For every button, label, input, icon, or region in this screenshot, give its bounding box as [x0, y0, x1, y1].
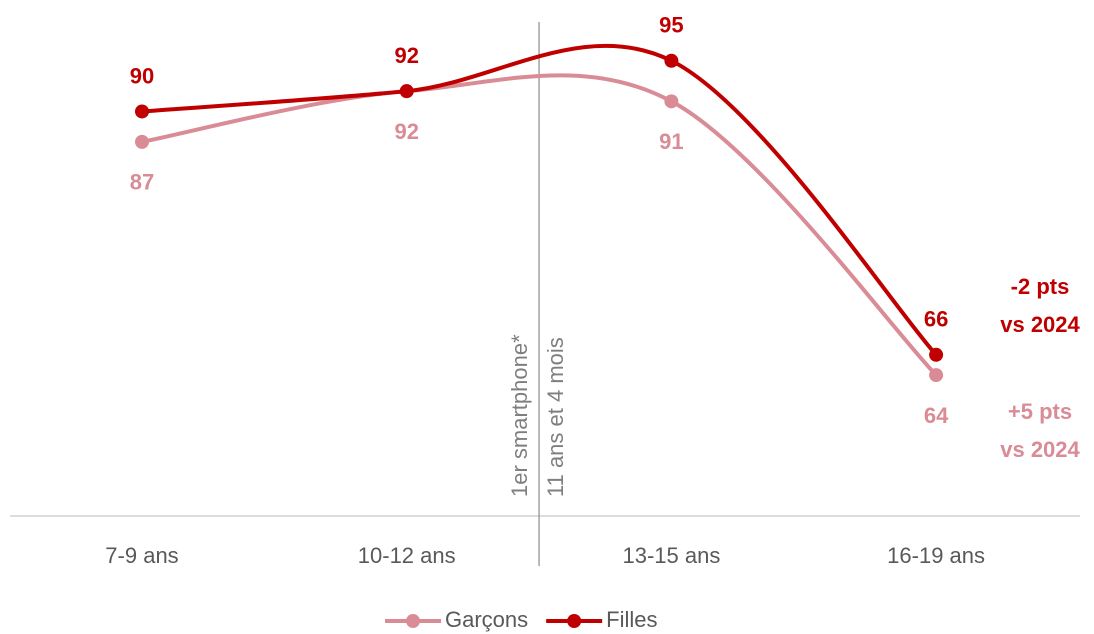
legend-marker [567, 614, 582, 628]
x-tick-label: 16-19 ans [887, 543, 985, 568]
annotation: -2 pts [1011, 274, 1070, 299]
point [664, 53, 679, 68]
data-label: 91 [659, 129, 683, 154]
point [135, 104, 149, 119]
data-label: 92 [394, 119, 418, 144]
data-label: 95 [659, 13, 683, 38]
data-label: 66 [924, 307, 948, 332]
annotation: +5 pts [1008, 399, 1072, 424]
data-label: 90 [130, 63, 154, 88]
point [399, 84, 414, 99]
reference-label: 11 ans et 4 mois [543, 337, 568, 497]
series-line [141, 43, 938, 357]
point [929, 368, 944, 383]
reference-label: 1er smartphone* [507, 334, 532, 497]
x-tick-label: 13-15 ans [622, 543, 720, 568]
x-tick-label: 7-9 ans [105, 543, 178, 568]
x-tick-label: 10-12 ans [358, 543, 456, 568]
data-label: 87 [130, 170, 154, 195]
legend-label: Filles [606, 607, 657, 632]
data-label: 92 [394, 43, 418, 68]
point [664, 94, 679, 109]
annotation: vs 2024 [1000, 312, 1080, 337]
point [929, 347, 944, 362]
legend-marker [406, 614, 420, 628]
data-label: 64 [924, 403, 949, 428]
point [135, 134, 149, 149]
annotation: vs 2024 [1000, 437, 1080, 462]
series-line [141, 73, 938, 377]
legend-label: Garçons [445, 607, 528, 632]
